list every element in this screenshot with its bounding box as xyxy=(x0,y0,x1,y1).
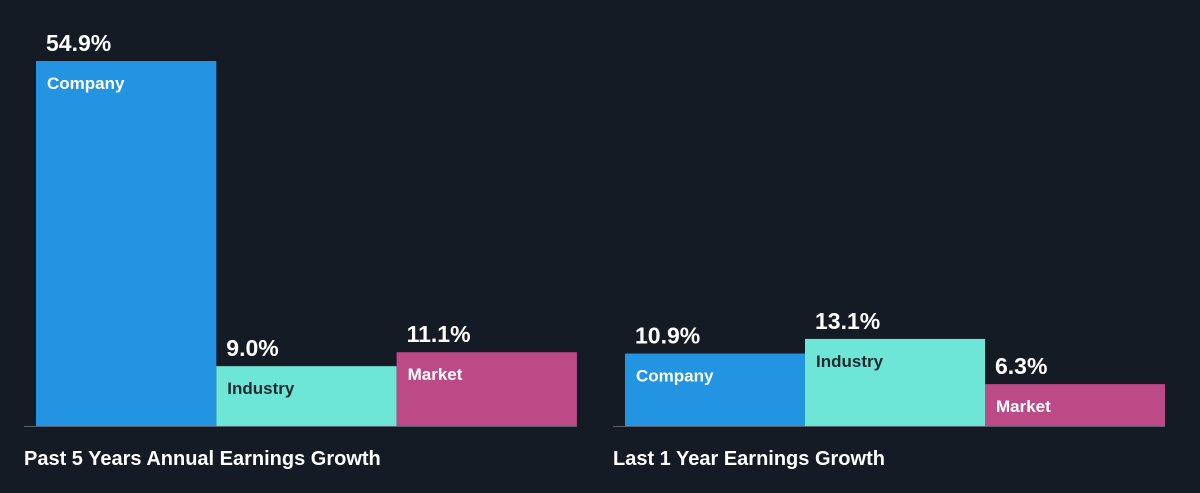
category-label-company: Company xyxy=(47,74,125,93)
value-label-company: 54.9% xyxy=(46,30,111,56)
category-label-industry: Industry xyxy=(816,352,884,371)
value-label-company: 10.9% xyxy=(635,323,700,349)
bar-market xyxy=(396,352,577,426)
chart-title: Last 1 Year Earnings Growth xyxy=(613,448,885,470)
bar-company xyxy=(625,353,805,426)
chart-title: Past 5 Years Annual Earnings Growth xyxy=(24,448,381,470)
value-label-industry: 13.1% xyxy=(815,308,880,334)
category-label-market: Market xyxy=(408,365,463,384)
chart-panel-1: 54.9% Company 9.0% Industry 11.1% Market Past … xyxy=(24,30,577,470)
chart-panel-2: 10.9% Company 13.1% Industry 6.3% Market Last … xyxy=(613,308,1165,470)
value-label-market: 11.1% xyxy=(407,321,471,347)
bar-company xyxy=(36,61,217,426)
bar-industry xyxy=(216,366,397,426)
value-label-market: 6.3% xyxy=(995,353,1047,379)
category-label-company: Company xyxy=(636,367,714,386)
bar-market xyxy=(985,384,1165,426)
category-label-market: Market xyxy=(996,397,1051,416)
bar-industry xyxy=(805,338,985,426)
value-label-industry: 9.0% xyxy=(226,335,278,361)
category-label-industry: Industry xyxy=(227,379,295,398)
